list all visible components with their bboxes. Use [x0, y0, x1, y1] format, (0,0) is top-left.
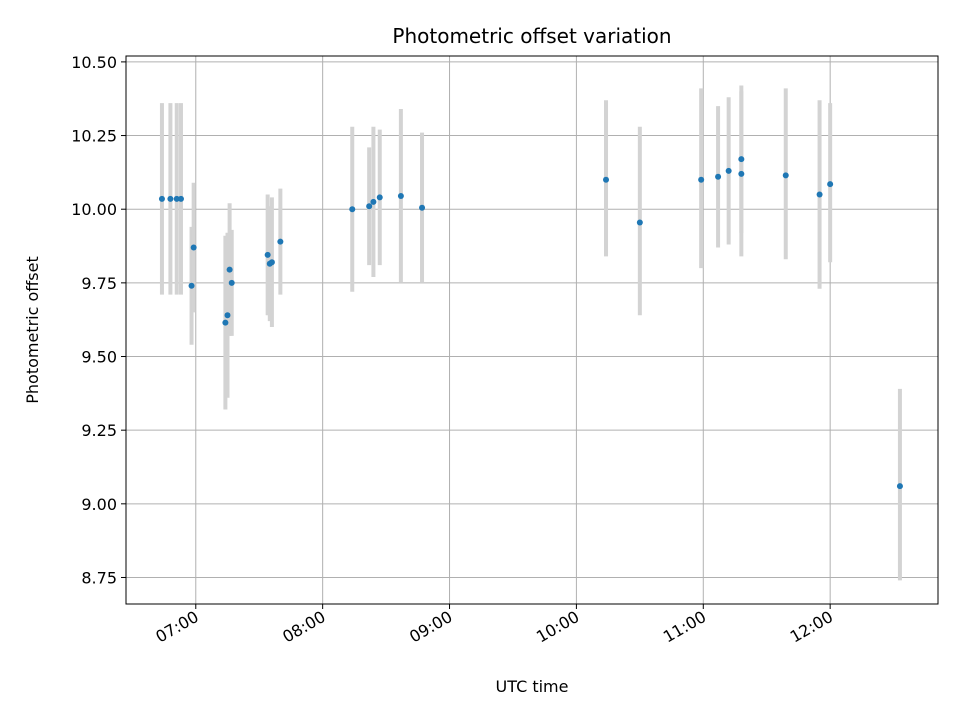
data-point — [366, 203, 373, 210]
y-tick-label: 9.25 — [81, 421, 117, 440]
data-point — [188, 282, 195, 289]
data-point — [224, 312, 231, 319]
data-point — [226, 266, 233, 273]
y-tick-label: 10.25 — [71, 127, 117, 146]
data-point — [738, 156, 745, 163]
data-point — [603, 176, 610, 183]
data-point — [715, 173, 722, 180]
data-point — [698, 176, 705, 183]
chart-title: Photometric offset variation — [392, 24, 671, 48]
y-axis-label: Photometric offset — [23, 256, 42, 404]
data-point — [268, 259, 275, 266]
data-point — [177, 195, 184, 202]
data-point — [277, 238, 284, 245]
data-point — [782, 172, 789, 179]
data-point — [349, 206, 356, 213]
data-point — [190, 244, 197, 251]
data-point — [896, 483, 903, 490]
y-tick-label: 8.75 — [81, 568, 117, 587]
data-point — [370, 198, 377, 205]
x-axis-label: UTC time — [496, 677, 569, 696]
data-point — [158, 195, 165, 202]
plot-area — [126, 56, 938, 604]
data-point — [228, 279, 235, 286]
y-tick-label: 9.00 — [81, 495, 117, 514]
y-tick-label: 9.50 — [81, 348, 117, 367]
data-point — [816, 191, 823, 198]
data-point — [636, 219, 643, 226]
data-point — [264, 251, 271, 258]
y-tick-label: 9.75 — [81, 274, 117, 293]
data-point — [725, 167, 732, 174]
y-tick-label: 10.00 — [71, 200, 117, 219]
y-tick-label: 10.50 — [71, 53, 117, 72]
data-point — [173, 195, 180, 202]
data-point — [397, 192, 404, 199]
y-axis-ticks: 8.75 9.00 9.25 9.50 9.75 10.00 10.25 10.50 — [71, 53, 126, 587]
data-point — [419, 204, 426, 211]
data-point — [222, 319, 229, 326]
grid-lines — [126, 56, 938, 604]
data-points — [158, 156, 903, 490]
data-point — [738, 170, 745, 177]
data-point — [167, 195, 174, 202]
data-point — [376, 194, 383, 201]
data-point — [827, 181, 834, 188]
plot-frame — [125, 55, 939, 605]
